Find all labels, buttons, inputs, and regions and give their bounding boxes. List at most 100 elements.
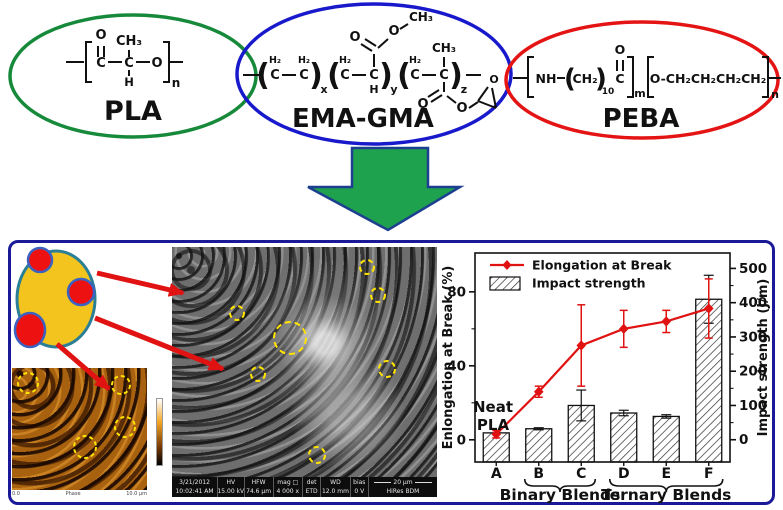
ema-o: O <box>388 24 399 39</box>
impact-bar-A <box>482 432 510 463</box>
sem-time: 10:02:41 AM <box>175 488 214 495</box>
impact-bar-E <box>652 415 680 463</box>
legend-hatch-swatch <box>489 276 521 291</box>
peba-ellipse <box>504 20 780 140</box>
pla-o: O <box>151 56 162 71</box>
svg-text:200: 200 <box>739 364 767 380</box>
sem-mag-value: 4 000 x <box>276 488 300 495</box>
sem-scale-label: 20 μm <box>393 479 413 486</box>
elongation-point-A <box>491 429 502 440</box>
ema-o: O <box>417 97 428 112</box>
down-arrow-icon <box>307 146 465 232</box>
properties-chart: 0 40 80 0 100 200 300 400 500 A B C D E F Elongation at… <box>441 252 771 504</box>
ema-paren: ( <box>327 58 341 93</box>
sem-metadata-bar: 3/21/2012 10:02:41 AM HV 15.00 kV HFW 74… <box>172 477 437 497</box>
sem-bias-label: bias <box>353 479 366 486</box>
pla-atoms: O C CH₃ C H O n <box>95 28 180 90</box>
peba-paren: ) <box>595 64 607 94</box>
sem-det-value: ETD <box>305 488 318 495</box>
arrow-to-sem-top <box>96 270 185 297</box>
sem-hfw-label: HFW <box>251 479 266 486</box>
peba-c: C <box>615 71 624 86</box>
pla-c1: C <box>96 56 106 71</box>
group-label: Ternary Blends <box>601 486 731 504</box>
ema-paren: ( <box>256 58 270 93</box>
neat-pla-annotation: Neat <box>473 398 513 416</box>
peba-bonds <box>513 56 781 98</box>
elongation-point-D <box>618 323 629 335</box>
ema-paren: ) <box>309 58 323 93</box>
ema-o: O <box>456 101 467 116</box>
sem-scale-bar: 20 μm <box>372 478 433 487</box>
peba-sub-n: n <box>771 88 779 101</box>
ema-gma-label: EMA-GMA <box>292 104 434 134</box>
ema-paren: ) <box>379 58 393 93</box>
sem-hfw-value: 74.6 μm <box>246 488 272 495</box>
group-label: Binary Blends <box>500 486 621 504</box>
sem-image: 3/21/2012 10:02:41 AM HV 15.00 kV HFW 74… <box>172 247 437 497</box>
chart-frame <box>474 252 731 463</box>
results-panel: 0.0 Phase 10.0 μm 3/21/2012 10:02:41 AM … <box>8 240 775 505</box>
pla-group: O C CH₃ C H O n PLA <box>8 13 258 139</box>
elongation-point-F <box>703 303 714 314</box>
sem-hv-label: HV <box>226 479 236 486</box>
legend-impact-label: Impact strength <box>532 276 646 291</box>
pla-sub-n: n <box>172 76 181 90</box>
dispersed-phase-dot <box>13 311 47 349</box>
left-axis-title: Enlongation at Break (%) <box>441 266 456 450</box>
ema-h: H <box>369 83 378 96</box>
svg-text:B: B <box>533 466 544 482</box>
afm-caption: 0.0 Phase 10.0 μm <box>12 491 147 497</box>
ema-h2: H₂ <box>409 55 421 66</box>
sem-det-label: det <box>306 479 317 486</box>
afm-caption-left: 0.0 <box>12 491 20 497</box>
peba-sub-10: 10 <box>602 87 615 97</box>
ema-och3: CH₃ <box>409 10 433 24</box>
sem-date: 3/21/2012 <box>179 479 210 486</box>
svg-text:400: 400 <box>739 295 767 311</box>
pla-bonds <box>66 41 183 83</box>
matrix-droplet <box>15 249 97 349</box>
svg-text:40: 40 <box>447 358 466 374</box>
ema-ch3: CH₃ <box>432 41 456 55</box>
pla-c2: C <box>124 56 134 71</box>
peba-group: NH ( CH₂ ) 10 C O m O-CH₂CH₂CH₂CH₂ n PEB… <box>504 20 781 140</box>
ema-gma-ellipse <box>235 2 513 146</box>
svg-text:C: C <box>576 466 586 482</box>
ema-paren: ) <box>449 58 463 93</box>
peba-ch2: CH₂ <box>572 71 597 86</box>
legend-elongation-label: Elongation at Break <box>532 258 672 273</box>
afm-image <box>12 368 147 490</box>
ema-gma-group: ( H₂ C H₂ C ) x ( H₂ C C H ) y ( H₂ C C … <box>235 2 513 146</box>
ema-sub-y: y <box>390 83 397 96</box>
impact-bar-F <box>695 298 723 463</box>
svg-text:0: 0 <box>739 432 748 448</box>
pla-ch3: CH₃ <box>116 34 142 49</box>
blend-morphology-cartoon <box>13 246 97 349</box>
afm-color-scale <box>156 398 163 466</box>
ema-c: C <box>299 68 309 83</box>
pla-label: PLA <box>104 96 162 127</box>
ema-c: C <box>439 68 449 83</box>
peba-carbonyl-o: O <box>615 42 626 57</box>
sem-wd-value: 12.0 mm <box>321 488 349 495</box>
group-brace <box>608 478 724 493</box>
pla-carbonyl-o: O <box>95 28 106 43</box>
svg-text:A: A <box>491 466 502 482</box>
afm-caption-right: 10.0 μm <box>126 491 147 497</box>
svg-text:F: F <box>704 466 714 482</box>
ema-h2: H₂ <box>298 55 310 66</box>
sem-micrograph <box>172 247 437 477</box>
sem-wd-label: WD <box>330 479 341 486</box>
ema-sub-z: z <box>461 83 467 96</box>
ema-sub-x: x <box>320 83 327 96</box>
ema-o: O <box>349 30 360 45</box>
ema-epoxide-o: O <box>489 73 498 86</box>
ema-c: C <box>369 68 379 83</box>
ema-h2: H₂ <box>269 55 281 66</box>
neat-pla-annotation: PLA <box>477 416 510 434</box>
impact-bar-C <box>567 404 595 463</box>
dispersed-phase-dot <box>26 246 54 274</box>
peba-paren: ( <box>564 64 576 94</box>
